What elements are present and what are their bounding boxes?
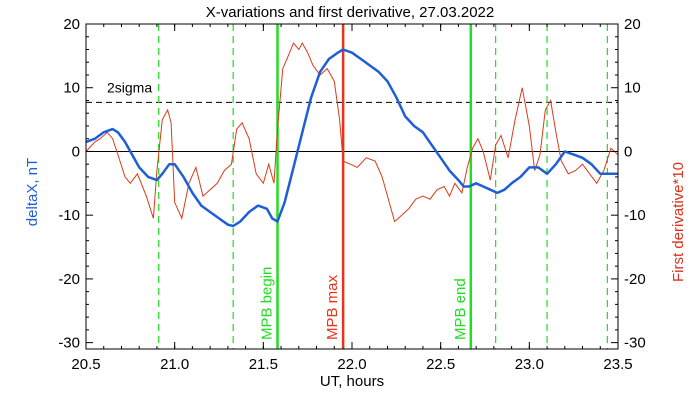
vertical-line-label-4: MPB end <box>452 278 469 340</box>
y-left-tick-label-5: -30 <box>58 335 80 352</box>
derivative-line <box>85 42 619 223</box>
y-right-tick-label-2: 0 <box>624 143 632 160</box>
y-left-tick-label-0: 20 <box>63 16 80 33</box>
x-axis-label: UT, hours <box>320 373 384 390</box>
x-tick-label-2: 21.5 <box>249 356 278 373</box>
y-left-tick-label-1: 10 <box>63 80 80 97</box>
y-axis-label-left: deltaX, nT <box>24 158 41 226</box>
x-tick-label-1: 21.0 <box>160 356 189 373</box>
y-right-tick-label-5: -30 <box>624 335 646 352</box>
plot-area: 2sigma MPB begin MPB max MPB end <box>85 24 619 349</box>
y-left-tick-label-2: 0 <box>72 143 80 160</box>
y-right-tick-label-3: -10 <box>624 207 646 224</box>
y-right-tick-label-4: -20 <box>624 271 646 288</box>
x-tick-label-4: 22.5 <box>426 356 455 373</box>
x-axis: 20.5 21.0 21.5 22.0 22.5 23.0 23.5 <box>71 24 633 373</box>
x-tick-label-0: 20.5 <box>71 356 100 373</box>
y-axis-left: 20 10 0 -10 -20 -30 <box>58 16 93 352</box>
chart-title: X-variations and first derivative, 27.03… <box>206 4 495 21</box>
vertical-line-label-3: MPB max <box>324 274 341 340</box>
y-right-tick-label-1: 10 <box>624 80 641 97</box>
threshold-label: 2sigma <box>107 79 152 95</box>
y-axis-label-right: First derivative*10 <box>670 162 687 282</box>
x-tick-label-3: 22.0 <box>337 356 366 373</box>
y-right-tick-label-0: 20 <box>624 16 641 33</box>
y-left-tick-label-3: -10 <box>58 207 80 224</box>
deltax-line <box>85 48 618 228</box>
x-tick-label-5: 23.0 <box>515 356 544 373</box>
plot-frame <box>85 23 619 350</box>
vertical-line-label-2: MPB begin <box>259 267 276 340</box>
x-tick-label-6: 23.5 <box>603 356 632 373</box>
y-axis-right: 20 10 0 -10 -20 -30 <box>611 16 646 352</box>
y-left-tick-label-4: -20 <box>58 271 80 288</box>
